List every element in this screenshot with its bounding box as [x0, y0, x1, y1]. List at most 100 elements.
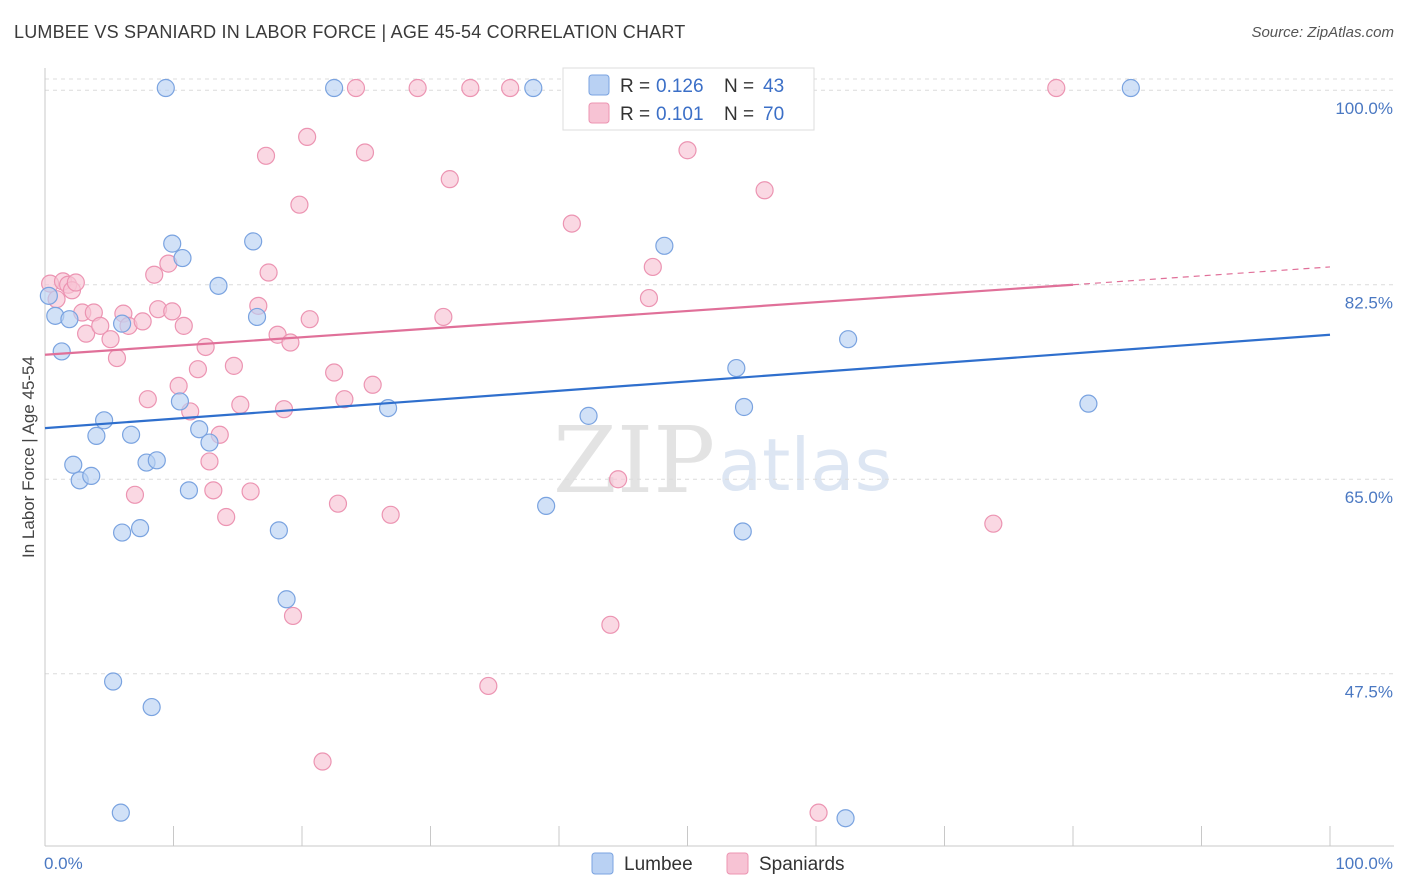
spaniards-point-57	[562, 214, 581, 233]
spaniards-point-21	[169, 376, 188, 395]
lumbee-point-3	[60, 310, 79, 329]
spaniards-point-25	[196, 337, 215, 357]
lumbee-point-18	[163, 234, 182, 253]
legend-swatch-lumbee	[588, 74, 610, 96]
lumbee-point-17	[156, 78, 175, 98]
trend-line-spaniards	[44, 283, 1074, 356]
spaniards-point-45	[328, 494, 348, 513]
spaniards-point-69	[1047, 78, 1066, 98]
lumbee-point-36	[733, 522, 752, 541]
spaniards-point-34	[256, 146, 276, 165]
legend-r-label-spaniards: R =	[620, 104, 650, 125]
y-tick-labels: 47.5% 65.0% 82.5% 100.0%	[1335, 99, 1393, 702]
lumbee-point-29	[325, 78, 344, 98]
spaniards-point-10	[101, 330, 120, 349]
spaniards-point-65	[755, 181, 774, 200]
legend-n-label-spaniards: N =	[724, 104, 754, 125]
lumbee-point-37	[734, 397, 754, 417]
spaniards-point-53	[440, 170, 459, 189]
gridlines	[45, 78, 1394, 675]
lumbee-point-22	[190, 420, 209, 439]
lumbee-point-32	[537, 496, 556, 516]
spaniards-point-29	[217, 507, 236, 527]
lumbee-point-34	[655, 236, 674, 255]
y-axis-label: In Labor Force | Age 45-54	[19, 356, 38, 558]
spaniards-point-14	[125, 485, 145, 504]
spaniards-point-61	[639, 288, 659, 308]
spaniards-point-39	[283, 606, 303, 626]
lumbee-point-6	[82, 466, 101, 485]
series-legend: Lumbee Spaniards	[591, 852, 845, 875]
spaniards-point-30	[224, 356, 243, 375]
spaniards-point-16	[138, 390, 157, 409]
series-legend-swatch-lumbee	[591, 852, 614, 875]
lumbee-point-15	[142, 697, 161, 717]
spaniards-point-22	[174, 316, 193, 335]
lumbee-point-9	[104, 672, 123, 691]
spaniards-point-62	[643, 257, 662, 277]
lumbee-point-40	[1079, 394, 1098, 413]
lumbee-point-24	[209, 276, 228, 295]
stats-legend: R = 0.126 N = 43 R = 0.101 N = 70	[562, 67, 815, 131]
y-tick-label-2: 82.5%	[1345, 294, 1393, 313]
spaniards-point-27	[204, 481, 223, 500]
spaniards-point-68	[984, 514, 1003, 533]
spaniards-point-44	[325, 363, 344, 382]
watermark-zip: ZIP	[553, 407, 715, 514]
watermark-atlas: atlas	[718, 423, 892, 507]
lumbee-point-31	[524, 78, 543, 98]
x-tick-label-max: 100.0%	[1335, 854, 1393, 873]
legend-swatch-spaniards	[588, 102, 610, 124]
spaniards-point-5	[66, 273, 85, 292]
spaniards-point-50	[381, 505, 400, 524]
legend-n-value-spaniards: 70	[763, 104, 784, 125]
spaniards-point-31	[231, 395, 250, 414]
spaniards-point-43	[313, 752, 332, 771]
spaniards-point-60	[609, 470, 628, 489]
lumbee-point-8	[95, 411, 114, 430]
legend-n-value-lumbee: 43	[763, 76, 784, 97]
lumbee-point-26	[247, 307, 267, 327]
spaniards-point-42	[300, 310, 319, 329]
lumbee-point-20	[170, 392, 190, 411]
trend-line-spaniards-extension	[1072, 266, 1331, 286]
lumbee-point-19	[173, 248, 192, 268]
series-legend-label-lumbee: Lumbee	[624, 854, 693, 875]
lumbee-point-39	[836, 809, 855, 828]
spaniards-point-59	[601, 615, 620, 634]
spaniards-point-32	[241, 482, 260, 501]
lumbee-point-21	[179, 481, 199, 500]
lumbee-point-25	[244, 232, 263, 251]
y-tick-label-1: 65.0%	[1345, 488, 1393, 507]
lumbee-point-12	[121, 425, 141, 444]
trend-lines	[44, 266, 1331, 430]
spaniards-point-40	[290, 195, 309, 214]
lumbee-point-38	[839, 330, 858, 349]
spaniards-point-52	[434, 307, 453, 327]
lumbee-point-2	[52, 342, 71, 361]
spaniards-point-20	[163, 302, 182, 321]
spaniards-point-51	[408, 78, 427, 98]
spaniards-point-49	[363, 375, 382, 394]
series-legend-swatch-spaniards	[726, 852, 749, 875]
legend-r-value-spaniards: 0.101	[656, 104, 704, 125]
spaniards-point-63	[678, 141, 697, 160]
lumbee-point-7	[87, 426, 106, 445]
lumbee-point-13	[130, 519, 150, 538]
lumbee-point-27	[269, 521, 288, 540]
legend-r-label-lumbee: R =	[620, 76, 650, 97]
spaniards-point-26	[200, 452, 219, 471]
spaniards-point-15	[133, 312, 152, 331]
x-tick-label-min: 0.0%	[44, 854, 83, 873]
lumbee-point-11	[112, 523, 132, 542]
legend-n-label-lumbee: N =	[724, 76, 754, 97]
spaniards-point-54	[461, 78, 480, 98]
spaniards-point-67	[809, 803, 828, 822]
lumbee-point-16	[147, 451, 166, 470]
watermark: ZIP atlas	[553, 407, 892, 514]
spaniards-point-55	[479, 676, 498, 696]
source-credit: Source: ZipAtlas.com	[1251, 24, 1394, 41]
lumbee-point-42	[112, 314, 132, 333]
series-lumbee-points	[39, 78, 1140, 828]
